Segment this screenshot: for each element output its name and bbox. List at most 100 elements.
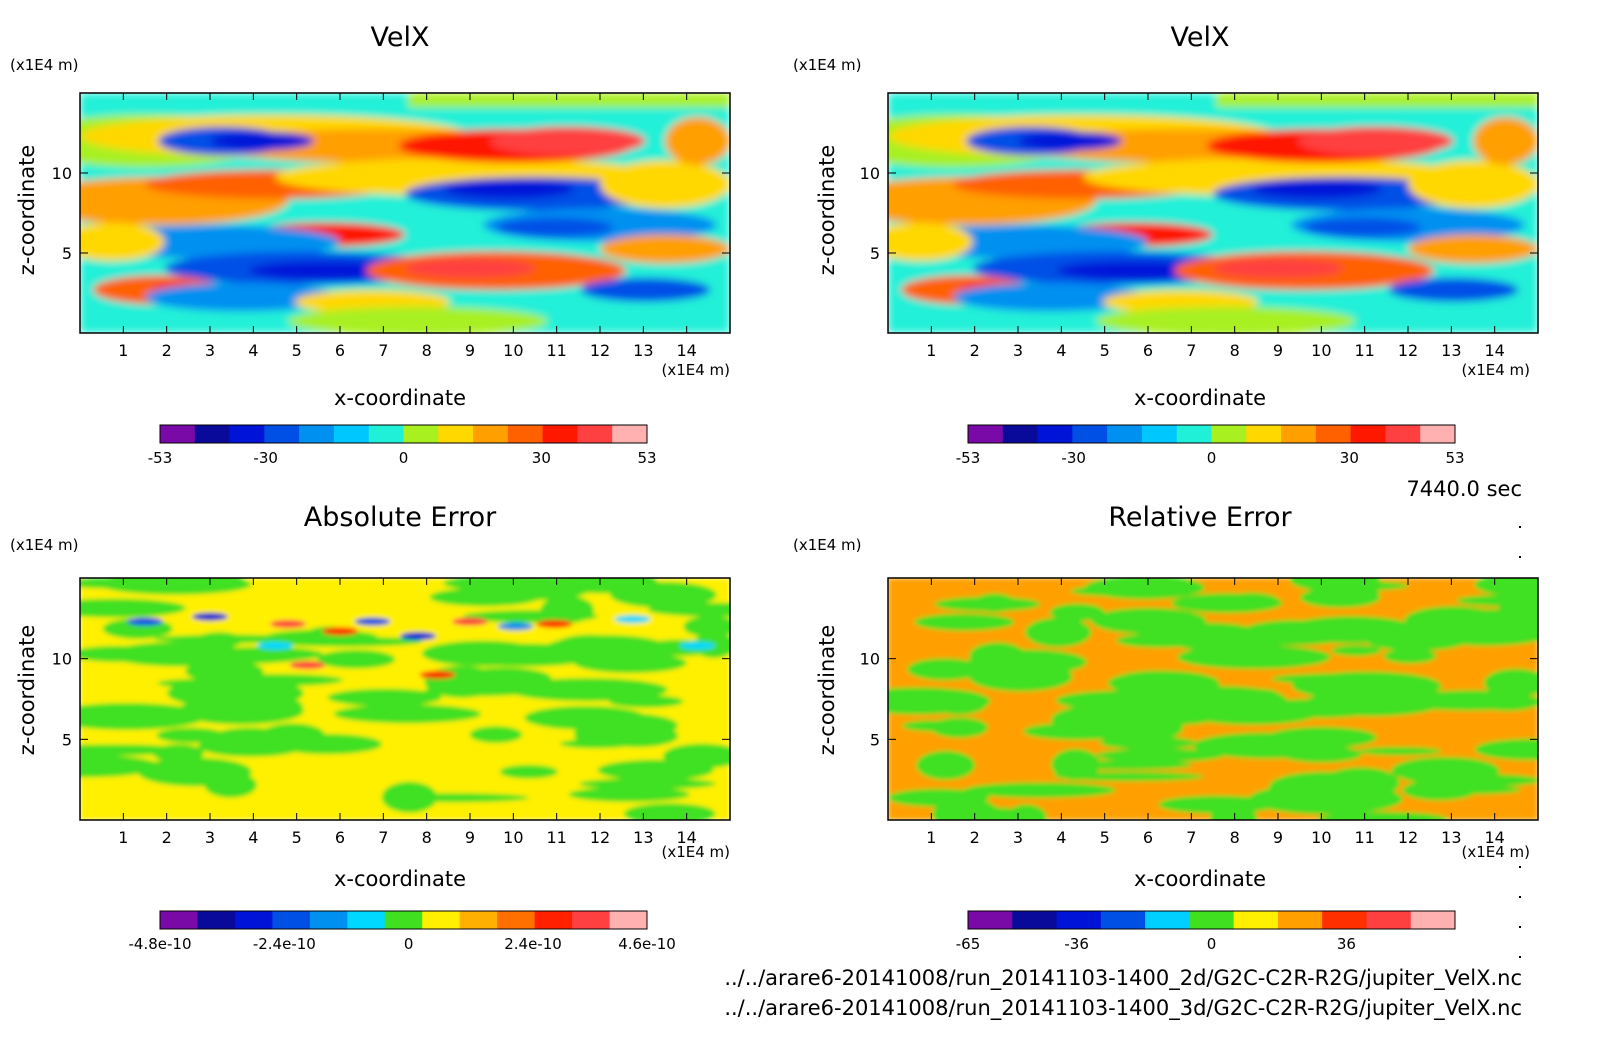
x-tick-label: 3 (205, 828, 215, 847)
y-unit-label: (x1E4 m) (793, 536, 862, 554)
colorbar-swatch (1176, 425, 1212, 443)
x-tick-label: 10 (503, 828, 523, 847)
panel-title: VelX (371, 22, 430, 53)
y-axis-label: z-coordinate (815, 625, 839, 756)
colorbar-swatch (1420, 425, 1456, 443)
colorbar-swatch (1281, 425, 1317, 443)
colorbar-swatch (264, 425, 300, 443)
y-tick-label: 5 (62, 244, 72, 263)
panel-title: Relative Error (1108, 502, 1292, 533)
colorbar-label: 0 (1207, 449, 1217, 467)
x-tick-label: 4 (248, 828, 258, 847)
panel-title: Absolute Error (304, 502, 497, 533)
x-tick-label: 12 (590, 828, 610, 847)
x-unit-label: (x1E4 m) (1461, 361, 1530, 379)
x-tick-label: 14 (676, 828, 696, 847)
y-tick-label: 5 (62, 730, 72, 749)
colorbar-label: -2.4e-10 (253, 935, 316, 953)
colorbar-label: 0 (1207, 935, 1217, 953)
colorbar-swatch (1141, 425, 1178, 443)
y-tick-label: 10 (52, 650, 72, 669)
x-tick-label: 4 (1056, 828, 1066, 847)
x-tick-label: 5 (1100, 341, 1110, 360)
x-tick-label: 3 (1013, 341, 1023, 360)
y-unit-label: (x1E4 m) (10, 56, 79, 74)
colorbar-swatch (1350, 425, 1386, 443)
colorbar-label: -4.8e-10 (129, 935, 192, 953)
colorbar-swatch (473, 425, 509, 443)
colorbar: -53 -30 0 30 53 (148, 424, 657, 467)
colorbar-swatch (542, 425, 578, 443)
file-path-line: ../../arare6-20141008/run_20141103-1400_… (724, 966, 1522, 991)
colorbar-swatch (197, 911, 236, 929)
colorbar-swatch (612, 425, 648, 443)
x-tick-label: 4 (248, 341, 258, 360)
x-tick-label: 3 (205, 341, 215, 360)
plot-frame (887, 92, 1539, 334)
x-tick-label: 8 (1230, 828, 1240, 847)
x-tick-label: 8 (1230, 341, 1240, 360)
colorbar: -65 -36 0 36 (956, 910, 1456, 953)
x-tick-label: 13 (633, 341, 653, 360)
colorbar-swatch (160, 425, 196, 443)
x-unit-label: (x1E4 m) (1461, 843, 1530, 861)
colorbar-swatch (272, 911, 311, 929)
colorbar-swatch (572, 911, 611, 929)
colorbar-swatch (1211, 425, 1247, 443)
colorbar-swatch (438, 425, 474, 443)
colorbar-swatch (309, 911, 348, 929)
x-tick-label: 1 (118, 828, 128, 847)
field (888, 93, 1538, 333)
colorbar-swatch (368, 425, 404, 443)
colorbar-swatch (1233, 911, 1279, 929)
colorbar-swatch (968, 425, 1004, 443)
x-tick-label: 5 (1100, 828, 1110, 847)
colorbar-swatch (1100, 911, 1146, 929)
x-tick-label: 14 (1484, 828, 1504, 847)
x-tick-label: 2 (162, 341, 172, 360)
colorbar-swatch (1056, 911, 1102, 929)
margin-dots (1519, 526, 1521, 958)
colorbar-label: 30 (532, 449, 551, 467)
x-tick-label: 2 (970, 341, 980, 360)
colorbar-swatch (1315, 425, 1352, 443)
x-unit-label: (x1E4 m) (661, 361, 730, 379)
file-path-line: ../../arare6-20141008/run_20141103-1400_… (724, 996, 1522, 1021)
x-tick-label: 7 (1186, 341, 1196, 360)
x-tick-label: 3 (1013, 828, 1023, 847)
x-tick-label: 7 (1186, 828, 1196, 847)
colorbar-frame (967, 424, 1456, 444)
colorbar-label: 0 (404, 935, 414, 953)
colorbar-label: -53 (148, 449, 173, 467)
relative-error-panel: Relative Error (x1E4 m) 1 2 3 4 5 6 7 8 9 10 11 12 1… (793, 502, 1539, 953)
colorbar-swatch (333, 425, 370, 443)
colorbar-frame (159, 424, 648, 444)
x-tick-label: 9 (1273, 341, 1283, 360)
x-tick-label: 14 (1484, 341, 1504, 360)
x-axis-label: x-coordinate (334, 386, 466, 410)
colorbar-swatch (1037, 425, 1073, 443)
colorbar-swatch (497, 911, 536, 929)
colorbar-swatch (422, 911, 461, 929)
x-tick-label: 9 (1273, 828, 1283, 847)
colorbar-swatch (1072, 425, 1108, 443)
y-tick-label: 5 (870, 730, 880, 749)
absolute-error-panel: Absolute Error (x1E4 m) 1 2 3 4 5 6 7 8 9 10 11 12 1… (10, 502, 731, 953)
colorbar-swatch (1189, 911, 1235, 929)
x-tick-label: 12 (1398, 828, 1418, 847)
x-tick-label: 1 (926, 341, 936, 360)
x-axis-label: x-coordinate (1134, 867, 1266, 891)
plot-frame (79, 92, 731, 334)
y-tick-label: 10 (860, 650, 880, 669)
x-tick-label: 2 (970, 828, 980, 847)
colorbar-label: 4.6e-10 (618, 935, 676, 953)
field (80, 578, 730, 820)
panel-title: VelX (1171, 22, 1230, 53)
x-tick-label: 7 (378, 828, 388, 847)
colorbar-frame (967, 910, 1456, 930)
colorbar: -53 -30 0 30 53 (956, 424, 1465, 467)
x-axis-label: x-coordinate (1134, 386, 1266, 410)
